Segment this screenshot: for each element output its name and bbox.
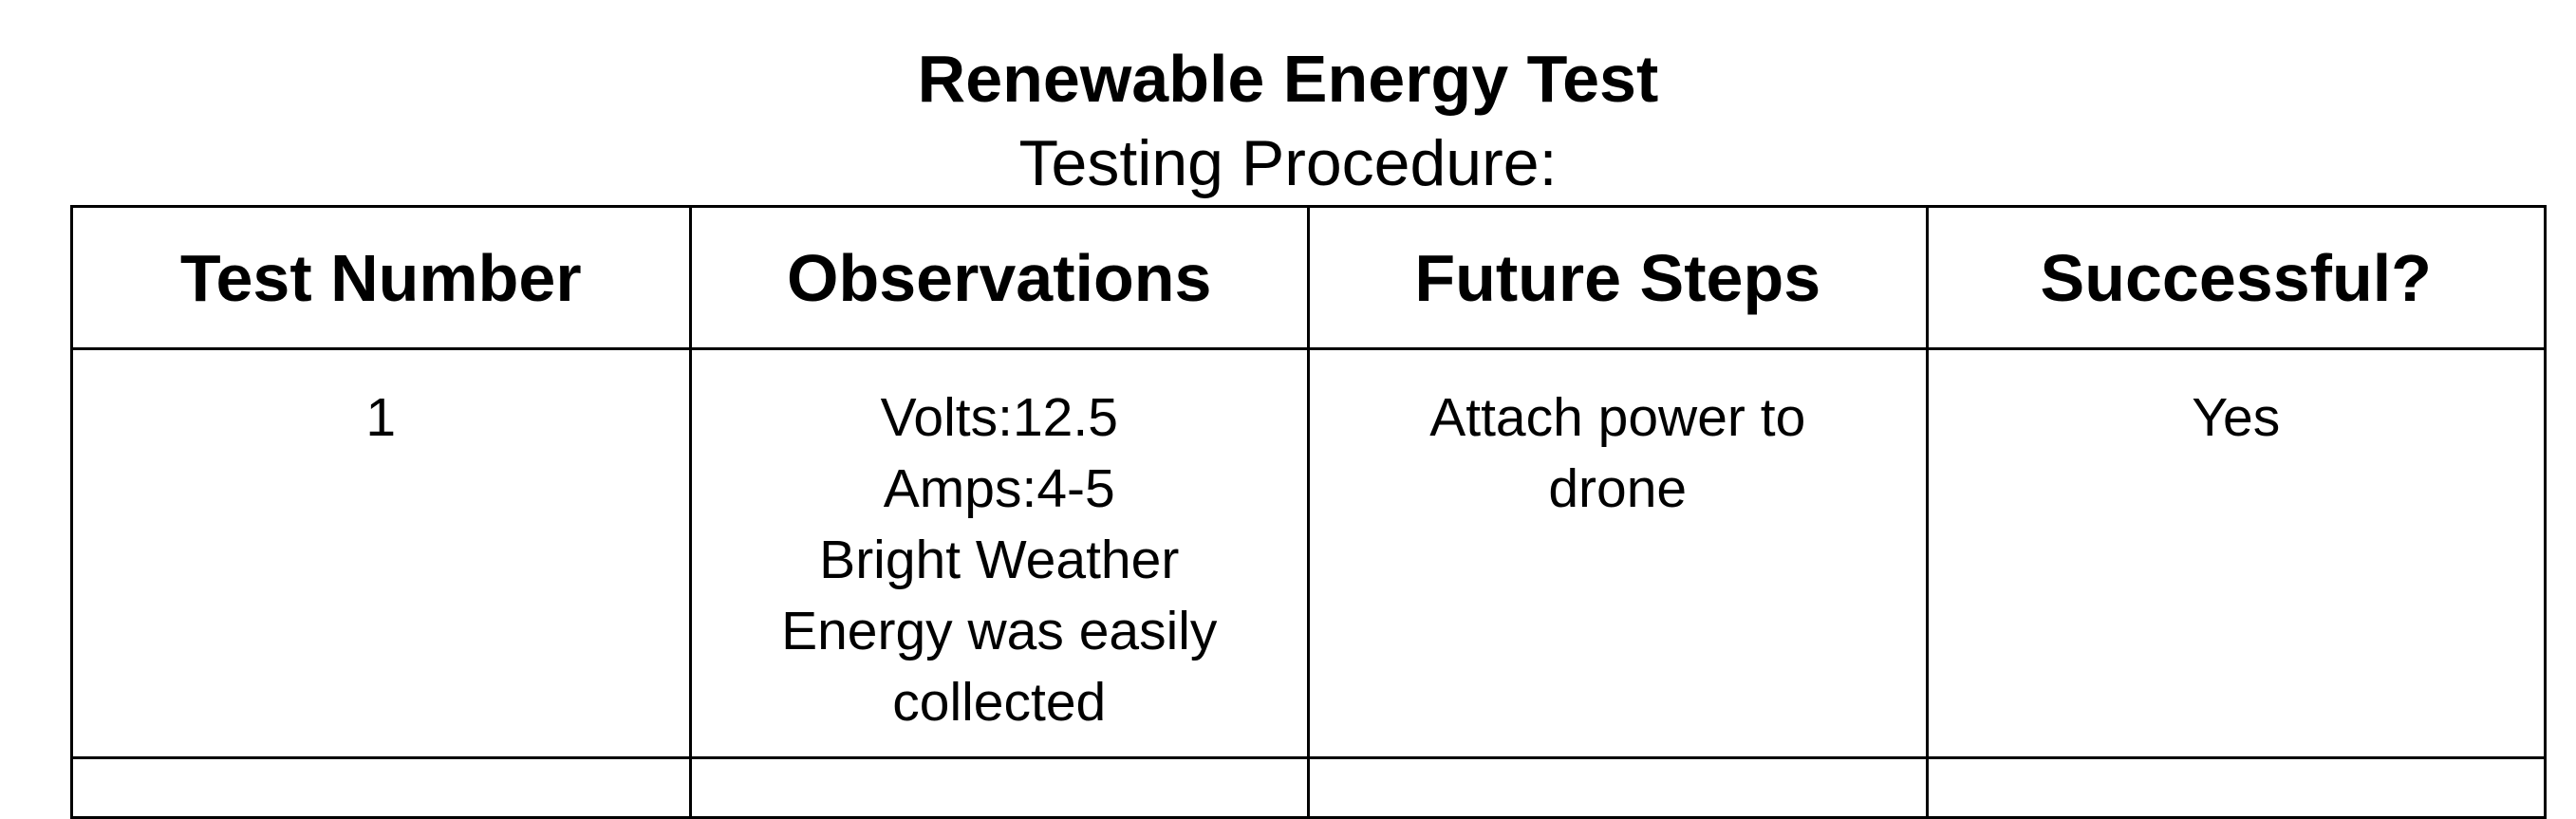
cell-observations: Volts:12.5 Amps:4-5 Bright Weather Energ…	[688, 347, 1310, 759]
observation-line: Bright Weather	[819, 530, 1180, 590]
empty-cell	[70, 756, 692, 819]
observation-line: collected	[892, 672, 1107, 733]
empty-cell	[1925, 756, 2547, 819]
header-observations: Observations	[688, 205, 1310, 350]
header-future-steps: Future Steps	[1307, 205, 1929, 350]
empty-cell	[688, 756, 1310, 819]
observation-line: Volts:12.5	[880, 387, 1118, 448]
future-step-line: Attach power to	[1429, 387, 1806, 448]
test-results-table: Test Number Observations Future Steps Su…	[70, 205, 2547, 819]
document-title: Renewable Energy Test	[917, 42, 1659, 116]
document-subtitle: Testing Procedure:	[1018, 127, 1558, 199]
observation-line: Energy was easily	[781, 601, 1218, 661]
cell-future-steps: Attach power to drone	[1307, 347, 1929, 759]
empty-cell	[1307, 756, 1929, 819]
table-row: 1 Volts:12.5 Amps:4-5 Bright Weather Ene…	[70, 347, 2547, 759]
table-header-row: Test Number Observations Future Steps Su…	[70, 205, 2547, 350]
header-test-number: Test Number	[70, 205, 692, 350]
table-row-cut-off	[70, 756, 2547, 819]
future-step-line: drone	[1548, 458, 1688, 519]
header-successful: Successful?	[1925, 205, 2547, 350]
observation-line: Amps:4-5	[883, 458, 1115, 519]
cell-successful: Yes	[1925, 347, 2547, 759]
cell-test-number: 1	[70, 347, 692, 759]
